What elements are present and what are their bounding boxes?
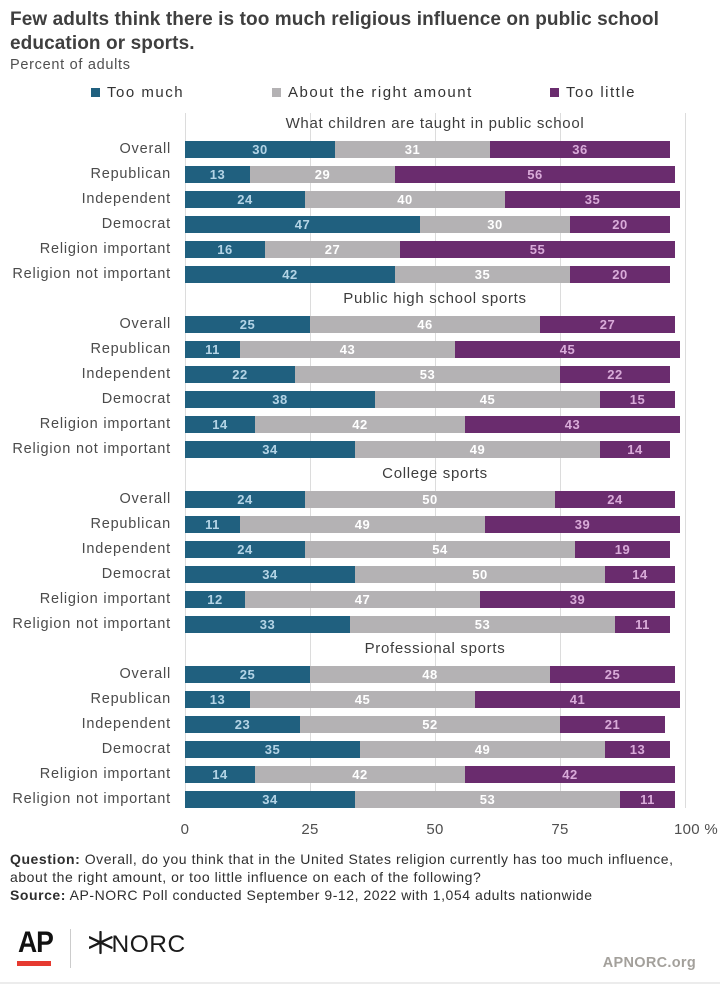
svg-text:NORC: NORC (112, 931, 186, 958)
